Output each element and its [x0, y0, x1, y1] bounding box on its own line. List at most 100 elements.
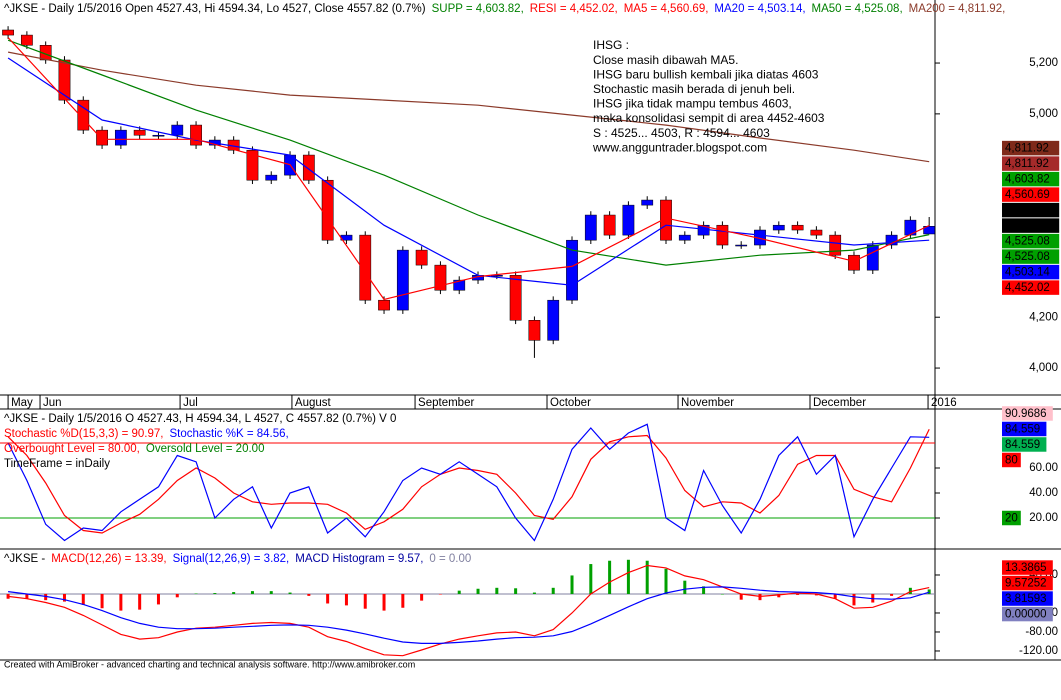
value-label-box [1002, 171, 1060, 187]
candle-body [772, 224, 785, 231]
y-tick-label: 20.00 [1029, 512, 1058, 524]
header-segment: SUPP = 4,603.82, [432, 3, 524, 15]
indicator-line [8, 564, 930, 657]
value-label: 80 [1005, 455, 1018, 467]
header-segment: Oversold Level = 20.00 [146, 443, 265, 455]
histogram-bar [62, 593, 66, 602]
histogram-bar [382, 593, 386, 611]
value-label-box [1002, 264, 1060, 280]
histogram-bar [814, 593, 818, 596]
value-label: 4,525.08 [1005, 236, 1050, 248]
candle-body [302, 154, 315, 181]
y-tick-label: 5,000 [1029, 108, 1058, 120]
value-label-box [1002, 280, 1060, 295]
header-segment: RESI = 4,452.02, [530, 3, 618, 15]
candle-body [396, 249, 409, 311]
candle-body [791, 224, 804, 231]
histogram-bar [495, 587, 499, 594]
value-label-box [1002, 606, 1053, 622]
candle-body [829, 234, 842, 256]
y-tick-label: 40.00 [1029, 487, 1058, 499]
value-label: 84.559 [1005, 424, 1040, 436]
candle-body [584, 214, 597, 241]
histogram-bar [44, 593, 48, 601]
histogram-bar [438, 593, 442, 595]
candle-body [678, 234, 691, 241]
indicator-line [7, 51, 930, 163]
candle-body [265, 174, 278, 181]
candle-body [735, 244, 748, 247]
histogram-bar [175, 593, 179, 598]
candle-body [509, 275, 522, 321]
candle-body [566, 239, 578, 301]
header-segment: MACD(12,26) = 13.39, [51, 553, 166, 565]
candle-body [434, 264, 447, 291]
histogram-bar [213, 593, 217, 594]
candle-body [810, 229, 823, 236]
candle-body [453, 279, 466, 291]
histogram-bar [908, 587, 912, 594]
candle-body [114, 129, 127, 146]
header-segment: MA5 = 4,560.69, [624, 3, 709, 15]
indicator-line [7, 39, 930, 266]
value-label: 4,452.02 [1005, 282, 1050, 294]
histogram-bar [890, 593, 894, 596]
value-label-box [1002, 233, 1060, 249]
histogram-bar [344, 593, 348, 606]
candle-body [660, 199, 672, 241]
y-tick-label: -120.00 [1019, 645, 1058, 657]
value-label: 4,603.82 [1005, 174, 1050, 186]
histogram-bar [927, 589, 931, 594]
value-label: 13.3865 [1005, 562, 1047, 574]
annotation: S : 4525... 4503, R : 4594... 4603 [593, 126, 770, 140]
histogram-bar [288, 592, 292, 594]
x-tick-label: September [418, 397, 474, 409]
annotation: maka konsolidasi sempit di area 4452-460… [593, 111, 825, 125]
x-tick-label: May [11, 397, 33, 409]
pane-header: Stochastic %D(15,3,3) = 90.97, Stochastic… [4, 428, 289, 440]
footer: Created with AmiBroker - advanced charti… [4, 659, 415, 669]
value-label-box [1002, 202, 1060, 218]
value-label: 9.57252 [1005, 578, 1047, 590]
value-label-box [1002, 421, 1047, 437]
candle-body [490, 275, 503, 277]
indicator-line [7, 57, 930, 286]
histogram-bar [758, 593, 762, 601]
header-segment: 0 = 0.00 [429, 553, 471, 565]
candle-body [378, 299, 390, 311]
histogram-bar [81, 593, 85, 605]
candle-body [866, 244, 879, 271]
histogram-bar [589, 564, 593, 594]
header-segment: ^JKSE - [4, 553, 45, 565]
value-label: 4,811.92 [1005, 158, 1049, 170]
candle-body [716, 224, 729, 246]
value-label-box [1002, 575, 1053, 591]
x-tick-label: August [295, 397, 332, 409]
candle-body [415, 249, 428, 266]
y-tick-label: 4,000 [1029, 362, 1058, 374]
candle-body [77, 99, 90, 131]
candle-body [848, 254, 860, 271]
value-label-box [1002, 406, 1053, 421]
value-label-box [1002, 140, 1060, 156]
indicator-line [7, 37, 930, 301]
pane-header: ^JKSE - Daily 1/5/2016 O 4527.43, H 4594… [4, 413, 396, 425]
histogram-bar [852, 593, 856, 606]
histogram-bar [702, 586, 706, 594]
candle-body [923, 226, 936, 235]
indicator-line [7, 429, 930, 534]
histogram-bar [457, 590, 461, 594]
candle-body [20, 34, 33, 46]
value-label: 90.9686 [1005, 408, 1047, 420]
x-tick-label: Jul [183, 397, 198, 409]
candle-body [641, 199, 654, 206]
histogram-bar [570, 575, 574, 594]
histogram-bar [796, 593, 800, 595]
x-tick-label: 2016 [931, 397, 957, 409]
y-tick-label: -80.00 [1025, 626, 1058, 638]
value-label: 4,811.92 [1005, 143, 1049, 155]
candle-body [171, 124, 184, 136]
candle-body [622, 204, 635, 236]
value-label: 4,560.69 [1005, 189, 1050, 201]
